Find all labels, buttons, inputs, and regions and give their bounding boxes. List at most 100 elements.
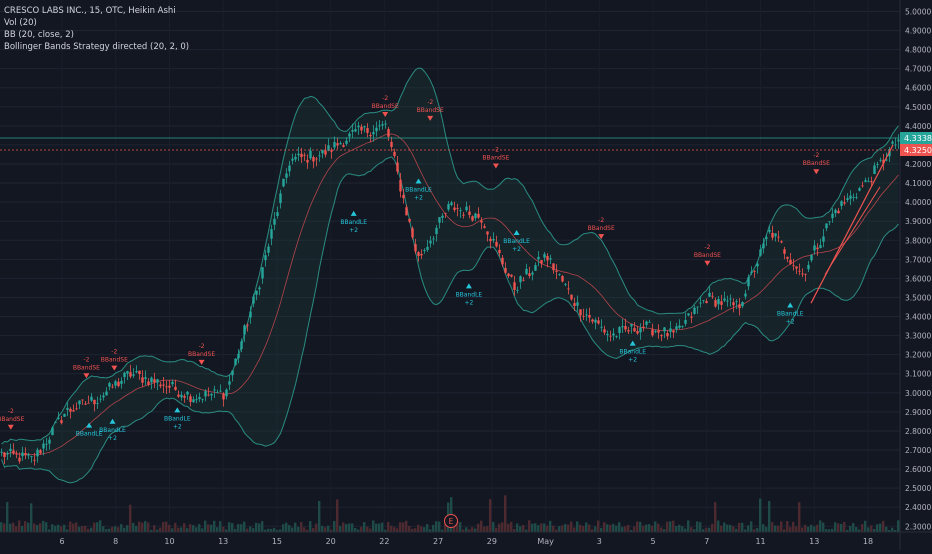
- volume-bar: [762, 524, 765, 532]
- earnings-marker[interactable]: E: [444, 514, 458, 528]
- candle: [627, 326, 630, 334]
- signal-long[interactable]: BBandLE+2: [777, 302, 804, 325]
- time-axis[interactable]: 6 8 10 13 15 20 22 27 29 May 3 5 7 11 13 18: [0, 531, 932, 546]
- volume-bar: [144, 521, 147, 532]
- legend-strategy[interactable]: Bollinger Bands Strategy directed (20, 2…: [4, 42, 190, 52]
- volume-bar: [498, 523, 501, 532]
- volume-bar: [891, 527, 894, 532]
- candle: [372, 125, 375, 142]
- candle: [855, 192, 858, 200]
- volume-bar: [360, 526, 363, 532]
- volume-bar: [855, 527, 858, 532]
- candle: [420, 249, 423, 259]
- candle: [27, 452, 30, 460]
- candle: [414, 238, 417, 254]
- y-tick-label: 3.3000: [905, 332, 931, 341]
- candle: [9, 443, 12, 458]
- candle: [48, 436, 51, 450]
- signal-long[interactable]: BBandLE+2: [619, 340, 646, 364]
- candle: [138, 370, 141, 380]
- candle: [543, 252, 546, 262]
- volume-bar: [819, 520, 822, 532]
- volume-bar: [228, 522, 231, 532]
- legend-volume[interactable]: Vol (20): [4, 18, 37, 28]
- volume-bar: [189, 524, 192, 532]
- volume-bar: [753, 529, 756, 532]
- volume-bar: [645, 524, 648, 532]
- svg-text:BBandLE: BBandLE: [164, 415, 191, 422]
- candle: [735, 299, 738, 310]
- candle: [189, 393, 192, 407]
- volume-bar: [438, 521, 441, 532]
- candle: [729, 294, 732, 307]
- signal-long[interactable]: BBandLE+2: [456, 283, 483, 306]
- candle: [666, 330, 669, 340]
- svg-text:BBandSE: BBandSE: [188, 351, 215, 358]
- volume-bar: [207, 524, 210, 532]
- volume-bar: [429, 529, 432, 532]
- signal-long[interactable]: BBandLE: [76, 422, 103, 438]
- candle: [387, 127, 390, 141]
- candle: [312, 155, 315, 169]
- volume-bar: [555, 529, 558, 532]
- legend-bb[interactable]: BB (20, close, 2): [4, 30, 74, 40]
- signal-long[interactable]: BBandLE+2: [340, 210, 367, 234]
- candle: [225, 388, 228, 400]
- volume-bar: [12, 522, 15, 532]
- candle: [819, 238, 822, 249]
- candle: [33, 452, 36, 466]
- candle: [762, 237, 765, 254]
- candle: [564, 283, 567, 287]
- candle: [612, 328, 615, 341]
- volume-bar: [54, 525, 57, 532]
- volume-bar: [96, 522, 99, 532]
- volume-bar: [699, 522, 702, 532]
- volume-bar: [81, 526, 84, 532]
- volume-bar: [807, 526, 810, 532]
- candle: [513, 275, 516, 296]
- signal-long[interactable]: BBandLE+2: [405, 178, 432, 202]
- candle: [393, 148, 396, 159]
- candle: [327, 138, 330, 152]
- x-tick-label: 5: [651, 537, 656, 546]
- volume-bar: [621, 527, 624, 532]
- volume-bar: [714, 502, 717, 532]
- volume-bar: [213, 520, 216, 532]
- volume-bar: [843, 521, 846, 532]
- price-axis[interactable]: 2.3000 2.4000 2.5000 2.6000 2.7000 2.8000 2.90…: [899, 0, 931, 550]
- volume-bar: [249, 526, 252, 532]
- candle: [63, 413, 66, 417]
- volume-bar: [630, 529, 633, 532]
- volume-bar: [393, 527, 396, 532]
- svg-text:BBandSE: BBandSE: [694, 252, 721, 259]
- volume-bar: [531, 523, 534, 532]
- candle: [273, 212, 276, 231]
- volume-bar: [321, 526, 324, 532]
- signal-long[interactable]: BBandLE+2: [164, 407, 191, 430]
- volume-bar: [582, 525, 585, 532]
- candle: [411, 226, 414, 240]
- volume-bar: [750, 521, 753, 532]
- y-tick-label: 2.4000: [905, 503, 931, 512]
- signal-long[interactable]: BBandLE+2: [503, 230, 530, 253]
- candle: [657, 324, 660, 339]
- earnings-circle: [444, 514, 458, 528]
- volume-bar: [381, 522, 384, 532]
- legend-symbol[interactable]: CRESCO LABS INC., 15, OTC, Heikin Ashi: [4, 6, 176, 16]
- grid: [0, 10, 900, 527]
- x-tick-label: 13: [809, 537, 819, 546]
- signal-long[interactable]: BBandLE+2: [99, 418, 126, 442]
- candle: [615, 335, 618, 339]
